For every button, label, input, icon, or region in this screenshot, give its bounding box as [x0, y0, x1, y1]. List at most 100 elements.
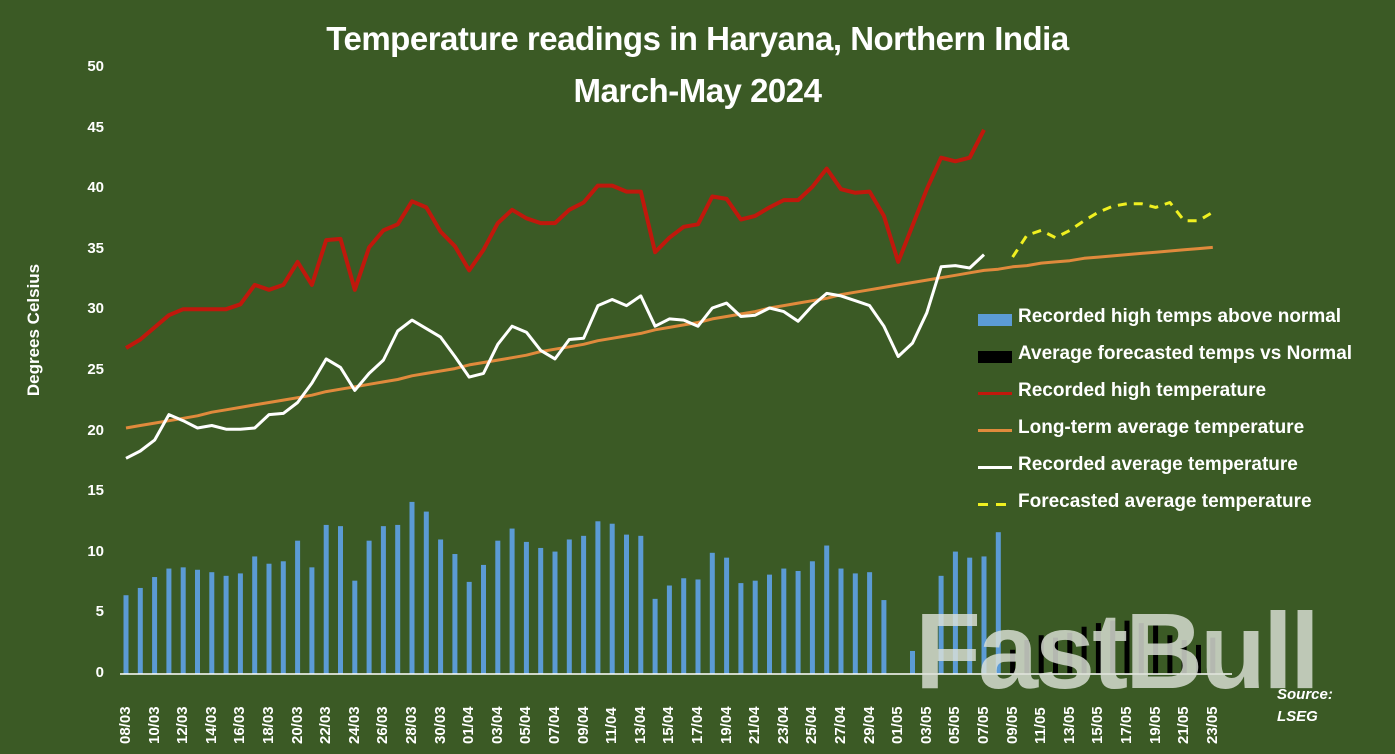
bar [338, 526, 343, 674]
bar [681, 578, 687, 674]
bar-series [123, 501, 1001, 674]
bar [809, 561, 815, 674]
bar [481, 564, 486, 674]
legend-label: Recorded high temperature [1018, 380, 1267, 401]
bar [123, 595, 129, 674]
bar [1138, 623, 1144, 674]
line-series [1011, 201, 1214, 258]
y-tick-label: 45 [87, 118, 104, 136]
bar [781, 568, 787, 674]
bar [395, 524, 401, 674]
legend-item: Long-term average temperature [976, 417, 1395, 441]
bar [581, 535, 587, 674]
y-tick-label: 35 [87, 239, 104, 257]
bar [695, 579, 701, 674]
bar [752, 580, 758, 674]
bar [495, 540, 501, 674]
y-tick-label: 25 [87, 361, 104, 378]
watermark-logo: FastBull [915, 590, 1320, 711]
legend-swatch-box-icon [978, 351, 1012, 363]
bar [652, 598, 658, 674]
bar [466, 581, 472, 674]
legend-label: Forecasted average temperature [1018, 491, 1312, 512]
bar [552, 551, 558, 674]
y-tick-label: 10 [87, 542, 104, 560]
bar [438, 539, 444, 674]
bar [795, 570, 801, 674]
legend-item: Forecasted average temperature [976, 491, 1395, 515]
bar [1153, 625, 1159, 674]
bar [166, 568, 172, 674]
legend-label: Average forecasted temps vs Normal [1018, 343, 1353, 364]
legend-label: Long-term average temperature [1018, 417, 1305, 438]
bar [237, 573, 243, 674]
y-tick-label: 50 [87, 58, 104, 75]
y-tick-label: 30 [87, 300, 104, 318]
bar [1110, 620, 1116, 674]
bar [595, 521, 601, 674]
legend-label: Recorded high temps above normal [1018, 306, 1342, 327]
legend-item: Recorded high temps above normal [976, 306, 1395, 330]
bar [209, 572, 215, 674]
chart-title-line2: March-May 2024 [573, 72, 822, 109]
y-tick-label: 40 [87, 179, 104, 197]
bar [1210, 637, 1216, 674]
bar [509, 528, 515, 674]
legend-swatch-line-icon [978, 429, 1012, 432]
bar [523, 541, 529, 674]
bar [981, 556, 987, 674]
bar [1124, 620, 1130, 674]
bar [366, 540, 372, 674]
bar [380, 526, 386, 674]
line-series [125, 253, 986, 460]
bar [323, 524, 329, 674]
y-tick-label: 20 [87, 421, 104, 439]
bar [352, 580, 358, 674]
bar [1196, 644, 1201, 674]
bar [767, 574, 772, 674]
bar [1095, 623, 1101, 674]
bar [538, 547, 544, 674]
bar [738, 583, 744, 674]
bar [266, 563, 272, 674]
bar [295, 540, 301, 674]
legend-item: Average forecasted temps vs Normal [976, 343, 1395, 367]
legend-swatch-box-icon [978, 314, 1012, 326]
bar [881, 600, 887, 674]
line-series [124, 128, 986, 350]
bar [1167, 635, 1173, 674]
bar [952, 551, 958, 674]
bar [423, 511, 429, 674]
bar [609, 523, 615, 674]
legend-label: Recorded average temperature [1018, 454, 1298, 475]
bar [152, 577, 158, 674]
source-value: LSEG [1277, 708, 1318, 725]
legend-swatch-dash-icon [978, 503, 1012, 506]
bar [452, 554, 458, 674]
bar [309, 567, 315, 674]
y-tick-label: 15 [87, 482, 104, 500]
legend-item: Recorded average temperature [976, 454, 1395, 478]
bar [838, 568, 844, 674]
legend-swatch-line-icon [978, 392, 1012, 395]
bar [724, 557, 730, 674]
bar [852, 573, 858, 674]
bar [938, 575, 944, 674]
bar [1081, 626, 1087, 674]
y-tick-label: 0 [95, 664, 104, 681]
source-label: Source: [1277, 686, 1333, 703]
bar [824, 545, 830, 674]
bar [1067, 632, 1073, 674]
chart-title-line1: Temperature readings in Haryana, Norther… [326, 20, 1069, 57]
source-note: Source: LSEG [1277, 684, 1333, 728]
legend-swatch-line-icon [978, 466, 1012, 469]
y-tick-label: 5 [95, 603, 104, 621]
bar [666, 585, 672, 674]
bar [409, 501, 415, 674]
bar [638, 535, 644, 674]
bar [1038, 635, 1044, 674]
bar [280, 561, 286, 674]
bar [995, 532, 1001, 674]
bar [709, 552, 715, 674]
